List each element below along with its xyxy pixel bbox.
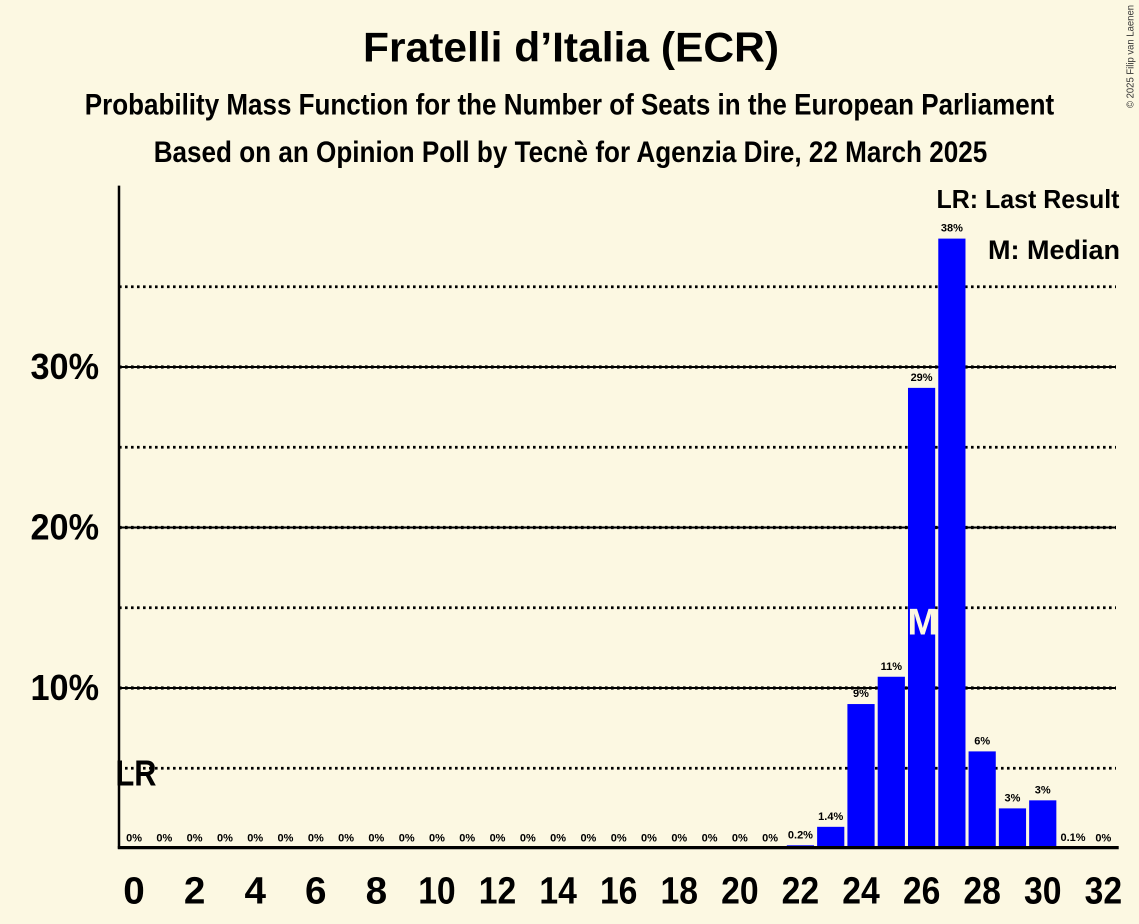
- svg-text:9%: 9%: [853, 688, 869, 700]
- svg-text:30: 30: [1024, 871, 1062, 913]
- svg-text:14: 14: [539, 871, 577, 913]
- svg-text:0%: 0%: [490, 833, 506, 845]
- svg-text:28: 28: [963, 871, 1001, 913]
- svg-text:3%: 3%: [1035, 784, 1051, 796]
- svg-text:6: 6: [305, 871, 327, 913]
- svg-text:11%: 11%: [881, 661, 903, 673]
- svg-text:30%: 30%: [31, 346, 100, 387]
- svg-text:1.4%: 1.4%: [818, 811, 843, 823]
- svg-text:M: M: [908, 601, 939, 642]
- svg-text:22: 22: [782, 871, 820, 913]
- svg-text:0%: 0%: [247, 833, 263, 845]
- svg-text:29%: 29%: [911, 372, 933, 384]
- svg-text:4: 4: [244, 871, 266, 913]
- svg-text:0%: 0%: [399, 833, 415, 845]
- svg-text:LR: Last Result: LR: Last Result: [937, 184, 1120, 214]
- svg-text:0%: 0%: [338, 833, 354, 845]
- svg-text:20: 20: [721, 871, 759, 913]
- svg-text:0%: 0%: [126, 833, 142, 845]
- svg-text:10: 10: [418, 871, 456, 913]
- svg-text:3%: 3%: [1005, 792, 1021, 804]
- svg-text:38%: 38%: [941, 223, 963, 235]
- svg-text:0%: 0%: [308, 833, 324, 845]
- svg-text:18: 18: [661, 871, 699, 913]
- svg-text:6%: 6%: [974, 735, 990, 747]
- svg-text:0%: 0%: [641, 833, 657, 845]
- svg-text:24: 24: [842, 871, 880, 913]
- svg-text:Based on an Opinion Poll by Te: Based on an Opinion Poll by Tecnè for Ag…: [154, 136, 988, 169]
- svg-text:Probability Mass Function for: Probability Mass Function for the Number…: [85, 89, 1054, 122]
- svg-text:0%: 0%: [762, 833, 778, 845]
- svg-text:0%: 0%: [187, 833, 203, 845]
- svg-text:16: 16: [600, 871, 638, 913]
- svg-text:0%: 0%: [1095, 833, 1111, 845]
- svg-text:0%: 0%: [732, 833, 748, 845]
- svg-text:Fratelli d’Italia (ECR): Fratelli d’Italia (ECR): [363, 24, 779, 71]
- svg-text:26: 26: [903, 871, 941, 913]
- svg-text:0%: 0%: [459, 833, 475, 845]
- svg-text:0%: 0%: [550, 833, 566, 845]
- svg-text:0%: 0%: [217, 833, 233, 845]
- svg-text:12: 12: [479, 871, 517, 913]
- svg-text:0%: 0%: [580, 833, 596, 845]
- svg-text:0%: 0%: [368, 833, 384, 845]
- svg-text:0%: 0%: [278, 833, 294, 845]
- svg-text:8: 8: [366, 871, 388, 913]
- svg-text:0%: 0%: [156, 833, 172, 845]
- svg-text:20%: 20%: [31, 506, 100, 547]
- svg-text:LR: LR: [116, 752, 157, 793]
- svg-text:© 2025 Filip van Laenen: © 2025 Filip van Laenen: [1126, 5, 1137, 108]
- svg-text:10%: 10%: [31, 667, 100, 708]
- svg-text:0%: 0%: [429, 833, 445, 845]
- svg-text:0%: 0%: [671, 833, 687, 845]
- svg-text:0%: 0%: [520, 833, 536, 845]
- svg-text:0.1%: 0.1%: [1061, 832, 1086, 844]
- svg-text:32: 32: [1085, 871, 1123, 913]
- svg-text:2: 2: [184, 871, 206, 913]
- svg-text:M: Median: M: Median: [988, 235, 1120, 265]
- svg-text:0.2%: 0.2%: [788, 829, 813, 841]
- svg-text:0: 0: [123, 871, 145, 913]
- svg-text:0%: 0%: [611, 833, 627, 845]
- svg-text:0%: 0%: [702, 833, 718, 845]
